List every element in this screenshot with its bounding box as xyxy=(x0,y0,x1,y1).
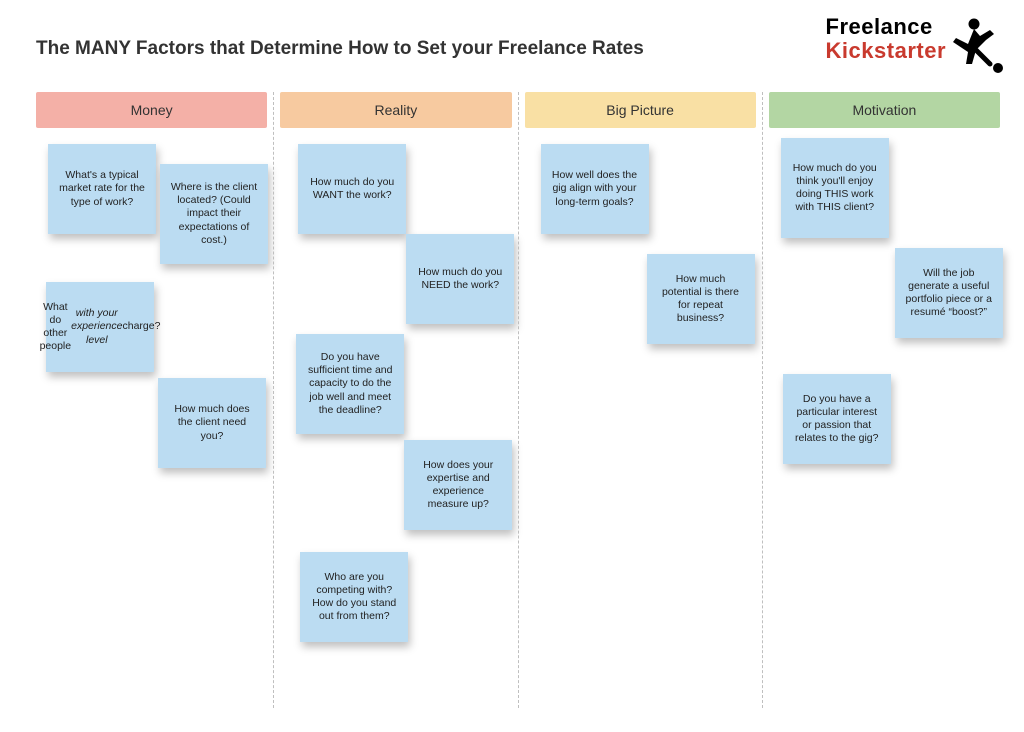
sticky-note-bp-repeat: How much potential is there for repeat b… xyxy=(647,254,755,344)
logo-line1: Freelance xyxy=(826,14,946,40)
notes-area-money: What's a typical market rate for the typ… xyxy=(36,138,267,708)
column-header-reality: Reality xyxy=(280,92,511,128)
sticky-note-reality-capacity: Do you have sufficient time and capacity… xyxy=(296,334,404,434)
sticky-note-mot-passion: Do you have a particular interest or pas… xyxy=(783,374,891,464)
sticky-note-reality-want: How much do you WANT the work? xyxy=(298,144,406,234)
sticky-note-money-client-location: Where is the client located? (Could impa… xyxy=(160,164,268,264)
page-title: The MANY Factors that Determine How to S… xyxy=(36,38,644,60)
sticky-note-reality-competition: Who are you competing with? How do you s… xyxy=(300,552,408,642)
sticky-note-reality-expertise: How does your expertise and experience m… xyxy=(404,440,512,530)
column-header-big-picture: Big Picture xyxy=(525,92,756,128)
sticky-note-money-market-rate: What's a typical market rate for the typ… xyxy=(48,144,156,234)
column-header-money: Money xyxy=(36,92,267,128)
column-reality: RealityHow much do you WANT the work?How… xyxy=(273,92,517,708)
sticky-note-mot-portfolio: Will the job generate a useful portfolio… xyxy=(895,248,1003,338)
sticky-note-mot-enjoy: How much do you think you'll enjoy doing… xyxy=(781,138,889,238)
logo: Freelance Kickstarter xyxy=(826,14,1004,64)
sticky-note-bp-alignment: How well does the gig align with your lo… xyxy=(541,144,649,234)
columns-container: Money What's a typical market rate for th… xyxy=(30,92,1006,708)
notes-area-big-picture: How well does the gig align with your lo… xyxy=(525,138,756,708)
logo-text: Freelance Kickstarter xyxy=(826,14,946,64)
page: The MANY Factors that Determine How to S… xyxy=(0,0,1024,732)
header: The MANY Factors that Determine How to S… xyxy=(30,28,1006,60)
notes-area-motivation: How much do you think you'll enjoy doing… xyxy=(769,138,1000,708)
column-money: Money What's a typical market rate for th… xyxy=(30,92,273,708)
sticky-note-reality-need: How much do you NEED the work? xyxy=(406,234,514,324)
column-big-picture: Big Picture How well does the gig align w… xyxy=(518,92,762,708)
column-motivation: Motivation How much do you think you'll e… xyxy=(762,92,1006,708)
kicker-icon xyxy=(946,16,1010,80)
sticky-note-money-peers-charge: What do other people with your experienc… xyxy=(46,282,154,372)
logo-line2: Kickstarter xyxy=(826,38,946,64)
column-header-motivation: Motivation xyxy=(769,92,1000,128)
notes-area-reality: How much do you WANT the work?How much d… xyxy=(280,138,511,708)
sticky-note-money-client-need: How much does the client need you? xyxy=(158,378,266,468)
